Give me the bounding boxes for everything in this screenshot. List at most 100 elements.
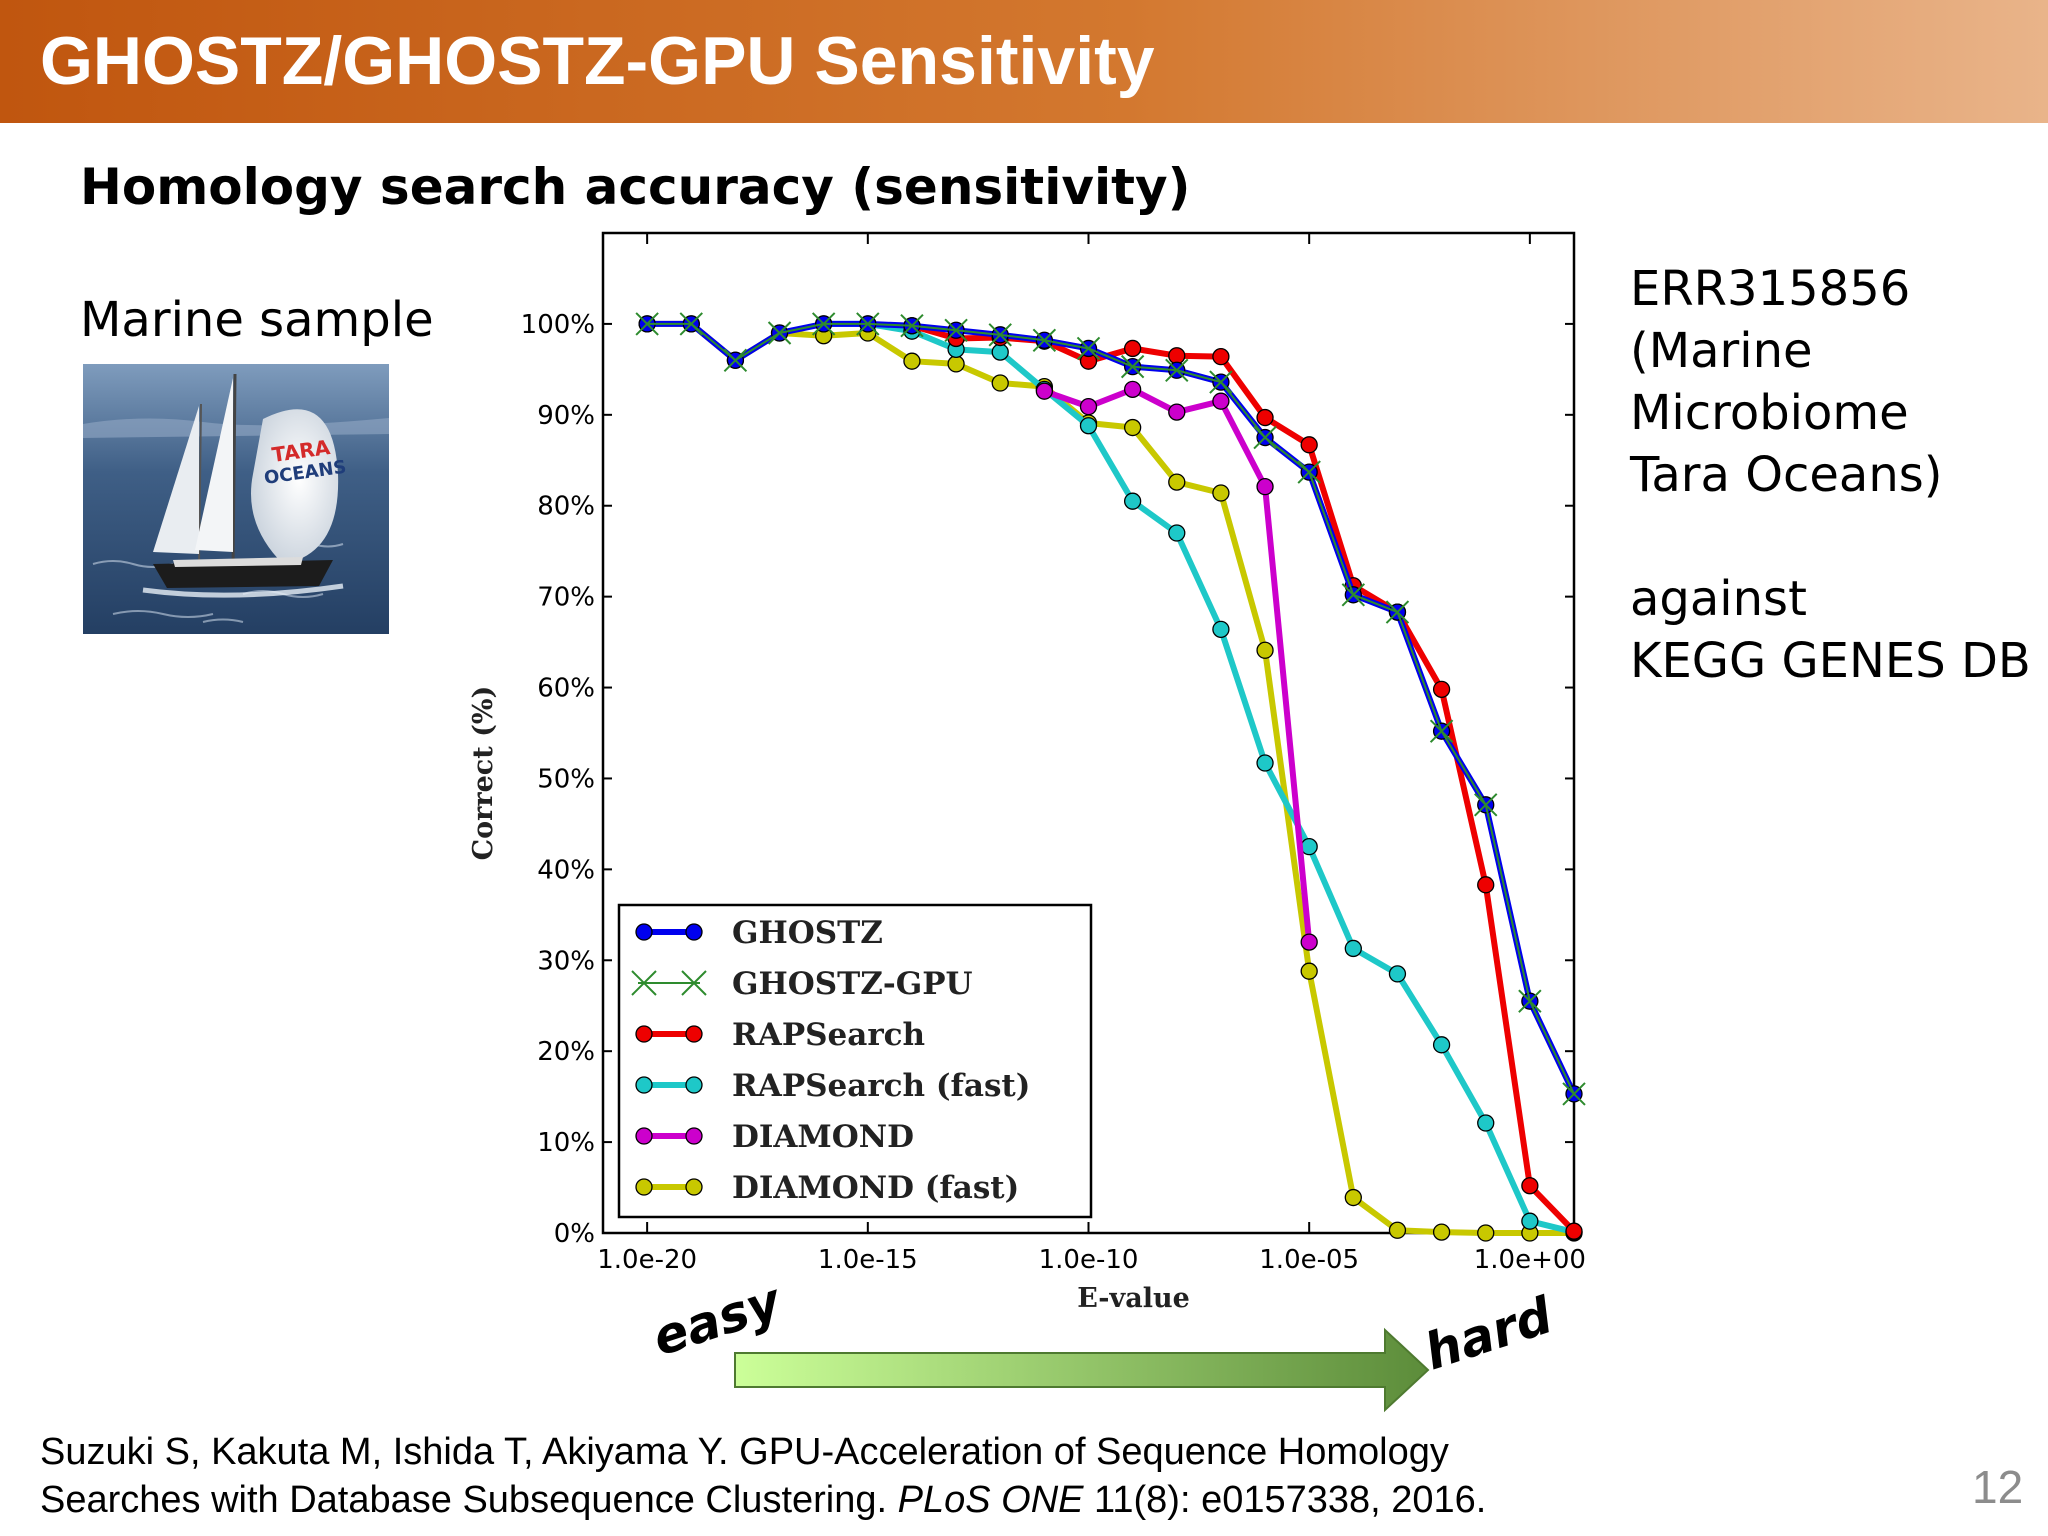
data-point-x <box>1165 358 1189 382</box>
data-point <box>1300 933 1318 951</box>
legend-swatch-marker <box>685 1076 703 1094</box>
data-point-x <box>1209 370 1233 394</box>
data-point-x <box>767 321 792 345</box>
slide-title: GHOSTZ/GHOSTZ-GPU Sensitivity <box>40 23 1155 99</box>
legend-swatch-marker <box>681 970 707 996</box>
data-point <box>1432 1036 1451 1054</box>
y-axis-label: Correct (%) <box>468 686 499 861</box>
legend-label: DIAMOND (fast) <box>732 1170 1019 1206</box>
legend-swatch-marker <box>685 923 703 941</box>
x-tick-label: 1.0e-05 <box>1259 1245 1359 1275</box>
data-point <box>1432 680 1451 699</box>
dataset-note-line: against <box>1630 571 1807 627</box>
legend-label: DIAMOND <box>732 1119 914 1155</box>
legend-label: GHOSTZ-GPU <box>732 966 973 1002</box>
data-point <box>1388 965 1407 983</box>
data-point-x <box>1032 328 1057 352</box>
dataset-note-line: (Marine <box>1630 323 1813 379</box>
data-point-x <box>1429 719 1454 743</box>
data-point-x <box>1297 460 1321 484</box>
data-point <box>947 355 965 373</box>
data-point <box>1168 473 1186 491</box>
title-bar: GHOSTZ/GHOSTZ-GPU Sensitivity <box>0 0 2048 123</box>
data-point-x <box>811 312 836 336</box>
data-point <box>1168 403 1186 421</box>
dataset-note-line: Tara Oceans) <box>1630 447 1943 503</box>
citation-line-2: Searches with Database Subsequence Clust… <box>40 1476 1486 1524</box>
legend-swatch-marker <box>685 1025 703 1043</box>
y-tick-label: 30% <box>537 946 595 976</box>
data-point <box>1035 382 1054 400</box>
slide-subtitle: Homology search accuracy (sensitivity) <box>80 158 1191 216</box>
data-point <box>1388 1221 1407 1239</box>
data-point-x <box>1518 989 1542 1013</box>
y-tick-label: 10% <box>537 1128 595 1158</box>
data-point-x <box>1120 354 1145 379</box>
data-point-x <box>723 348 748 372</box>
data-point <box>1300 837 1318 856</box>
data-point <box>991 374 1009 392</box>
data-point <box>1432 1223 1451 1241</box>
legend-swatch-marker <box>635 1127 653 1145</box>
data-point <box>1477 1114 1495 1132</box>
legend-swatch-marker <box>631 970 657 996</box>
data-point <box>1344 1188 1362 1207</box>
difficulty-arrow-shape <box>734 1327 1430 1413</box>
y-tick-label: 50% <box>537 764 595 794</box>
legend-swatch-marker <box>635 1076 653 1094</box>
series-line <box>647 320 1574 1236</box>
data-point <box>1123 418 1142 437</box>
legend-swatch-marker <box>685 1178 703 1196</box>
data-point <box>1079 397 1098 416</box>
data-point <box>1079 417 1098 435</box>
data-point <box>1168 347 1186 365</box>
series-line <box>647 322 1575 1095</box>
y-tick-label: 80% <box>537 492 595 522</box>
data-point <box>1256 477 1274 496</box>
dataset-note-line: KEGG GENES DB <box>1630 633 2031 689</box>
data-point <box>1123 380 1142 399</box>
data-point <box>1477 876 1495 894</box>
citation: Suzuki S, Kakuta M, Ishida T, Akiyama Y.… <box>40 1428 1486 1524</box>
x-tick-label: 1.0e-20 <box>597 1245 697 1275</box>
legend-label: RAPSearch <box>732 1017 925 1053</box>
y-tick-label: 0% <box>554 1219 595 1249</box>
series-diamond <box>1035 380 1318 951</box>
legend-label: GHOSTZ <box>732 915 883 951</box>
data-point <box>1344 939 1362 958</box>
data-point <box>1256 641 1274 659</box>
legend-label: RAPSearch (fast) <box>732 1068 1030 1104</box>
legend-swatch-marker <box>635 923 653 941</box>
data-point <box>1477 1224 1495 1242</box>
data-point <box>1212 392 1230 410</box>
y-tick-label: 40% <box>537 855 595 885</box>
legend: GHOSTZ GHOSTZ-GPU RAPSearch RAPSearch (fast… <box>617 903 1093 1219</box>
data-point-x <box>1253 425 1277 450</box>
y-tick-label: 60% <box>537 674 595 704</box>
citation-volume: 11(8): e0157338, 2016. <box>1083 1479 1487 1521</box>
citation-authors-tail: Searches with Database Subsequence Clust… <box>40 1479 898 1521</box>
data-point <box>1123 339 1142 358</box>
dataset-note-line: Microbiome <box>1630 385 1909 441</box>
data-point-x <box>635 312 659 336</box>
data-point <box>1123 492 1142 510</box>
data-point <box>1521 1212 1539 1230</box>
data-point-x <box>988 323 1012 347</box>
legend-swatch-marker <box>635 1178 653 1196</box>
data-point-x <box>679 312 703 336</box>
series-ghostz-gpu <box>635 312 1586 1106</box>
data-point-x <box>900 314 924 338</box>
data-point <box>1521 1177 1539 1195</box>
y-tick-label: 90% <box>537 401 595 431</box>
data-point <box>903 352 921 370</box>
tara-oceans-photo: TARA OCEANS <box>83 364 389 634</box>
data-point <box>1300 436 1318 454</box>
page-number: 12 <box>1972 1461 2024 1513</box>
x-tick-label: 1.0e+00 <box>1474 1245 1586 1275</box>
data-point-x <box>1474 793 1498 817</box>
y-tick-label: 70% <box>537 583 595 613</box>
data-point <box>1565 1222 1583 1240</box>
data-point <box>1212 620 1230 639</box>
x-tick-label: 1.0e-15 <box>818 1245 918 1275</box>
